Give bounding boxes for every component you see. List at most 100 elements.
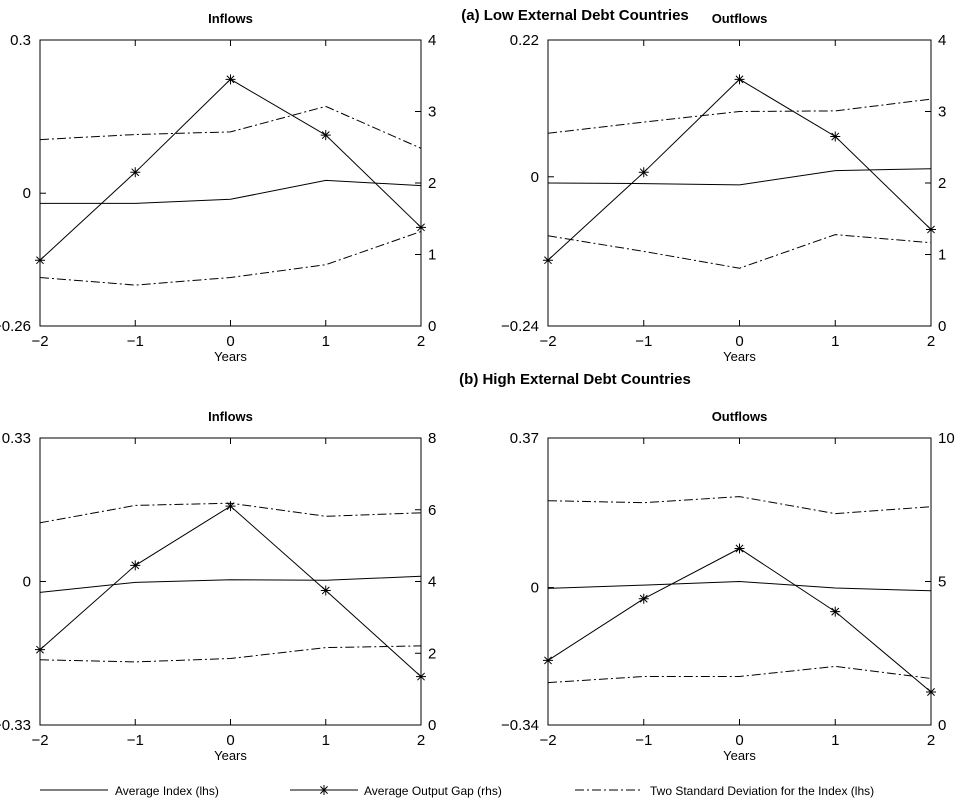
output-gap-marker (416, 222, 426, 233)
x-tick-label: 2 (927, 333, 935, 350)
series-line-gap (39, 78, 422, 261)
series-line-index (40, 179, 422, 204)
series-line-index (547, 580, 932, 592)
y-tick-label-right: 2 (428, 645, 436, 662)
x-tick-label: 2 (927, 732, 935, 749)
y-tick-label-left: −0.34 (501, 717, 539, 734)
series-line-index (547, 168, 932, 186)
output-gap-marker (320, 585, 331, 596)
panel-title: Inflows (208, 409, 253, 424)
panel-high-debt-outflows: Outflows −2 −1 0 1 2 Years −0.34 0 0.37 0 5 10 (501, 409, 955, 763)
x-axis-label: Years (723, 748, 756, 763)
series-line-sd-upper (39, 105, 422, 149)
y-tick-label-right: 0 (938, 717, 946, 734)
output-gap-marker (130, 167, 141, 178)
y-tick-label-left: −0.24 (501, 318, 539, 335)
series-line-sd-upper (547, 98, 932, 134)
series-line-gap (547, 547, 932, 693)
output-gap-marker (830, 131, 841, 142)
y-tick-label-right: 3 (938, 104, 946, 121)
series-line-sd-lower (547, 665, 932, 684)
output-gap-marker (130, 560, 141, 571)
y-tick-label-left: −0.26 (0, 318, 31, 335)
output-gap-marker (926, 224, 936, 235)
output-gap-marker (543, 255, 553, 266)
series-line-sd-upper (547, 496, 932, 515)
output-gap-marker (926, 686, 936, 697)
legend-label-gap: Average Output Gap (rhs) (364, 784, 502, 798)
output-gap-marker (543, 655, 553, 666)
output-gap-marker (734, 74, 745, 85)
x-tick-label: 0 (226, 333, 234, 350)
x-axis-label: Years (214, 349, 247, 364)
y-tick-label-left: 0.3 (10, 32, 31, 49)
y-tick-label-left: 0 (531, 169, 539, 186)
panel-title: Outflows (712, 409, 768, 424)
x-tick-label: 1 (831, 732, 839, 749)
y-tick-label-right: 3 (428, 104, 436, 121)
y-tick-label-right: 4 (938, 32, 946, 49)
y-tick-label-right: 6 (428, 502, 436, 519)
y-tick-label-right: 0 (428, 717, 436, 734)
series-line-index (39, 575, 422, 593)
x-tick-label: 1 (322, 732, 330, 749)
section-title-low-debt: (a) Low External Debt Countries (461, 7, 689, 24)
legend: Average Index (lhs) Average Output Gap (… (40, 784, 874, 798)
y-tick-label-left: 0 (23, 185, 31, 202)
output-gap-marker (225, 501, 236, 512)
panel-title: Inflows (208, 11, 253, 26)
y-tick-label-left: 0.33 (2, 430, 31, 447)
y-tick-label-right: 10 (938, 430, 955, 447)
x-tick-label: −2 (31, 732, 48, 749)
y-tick-label-right: 2 (428, 175, 436, 192)
x-tick-label: −1 (635, 333, 652, 350)
panel-low-debt-outflows: Outflows −2 −1 0 1 2 Years −0.24 0 0.22 0 1 2 3 4 (501, 11, 946, 364)
x-tick-label: 1 (831, 333, 839, 350)
x-axis-label: Years (214, 748, 247, 763)
y-tick-label-right: 4 (428, 32, 436, 49)
y-tick-label-right: 2 (938, 175, 946, 192)
y-tick-label-right: 0 (938, 318, 946, 335)
x-axis-label: Years (723, 349, 756, 364)
panel-low-debt-inflows: Inflows −2 −1 0 1 2 Years −0.26 0 0.3 0 1 2 3 4 (0, 11, 436, 364)
output-gap-marker (830, 606, 841, 617)
x-tick-label: −1 (635, 732, 652, 749)
output-gap-marker (35, 644, 45, 655)
series-line-sd-lower (547, 234, 932, 269)
y-tick-label-left: 0.37 (510, 430, 539, 447)
y-tick-label-right: 5 (938, 574, 946, 591)
x-tick-label: 2 (417, 732, 425, 749)
output-gap-marker (638, 167, 649, 178)
section-title-high-debt: (b) High External Debt Countries (459, 371, 691, 388)
x-tick-label: 0 (226, 732, 234, 749)
series-line-sd-lower (39, 645, 422, 663)
legend-star-marker (319, 785, 329, 795)
panel-title: Outflows (712, 11, 768, 26)
output-gap-marker (320, 130, 331, 141)
x-tick-label: 0 (735, 333, 743, 350)
y-tick-label-right: 4 (428, 574, 436, 591)
legend-item-index: Average Index (lhs) (40, 784, 219, 798)
y-tick-label-left: 0.22 (510, 32, 539, 49)
x-tick-label: 2 (417, 333, 425, 350)
legend-label-sd: Two Standard Deviation for the Index (lh… (650, 784, 874, 798)
output-gap-marker (416, 671, 426, 682)
y-tick-label-right: 8 (428, 430, 436, 447)
legend-item-sd: Two Standard Deviation for the Index (lh… (575, 784, 874, 798)
y-tick-label-left: −0.33 (0, 717, 31, 734)
output-gap-marker (225, 74, 236, 85)
legend-item-gap: Average Output Gap (rhs) (290, 784, 502, 798)
y-tick-label-right: 1 (938, 247, 946, 264)
x-tick-label: 0 (735, 732, 743, 749)
x-tick-label: −2 (539, 333, 556, 350)
y-tick-label-left: 0 (23, 574, 31, 591)
output-gap-marker (638, 593, 649, 604)
series-line-sd-lower (39, 231, 422, 286)
x-tick-label: −2 (31, 333, 48, 350)
y-tick-label-right: 1 (428, 247, 436, 264)
legend-label-index: Average Index (lhs) (115, 784, 219, 798)
output-gap-marker (734, 543, 745, 554)
y-tick-label-right: 0 (428, 318, 436, 335)
plot-frame (39, 437, 422, 726)
